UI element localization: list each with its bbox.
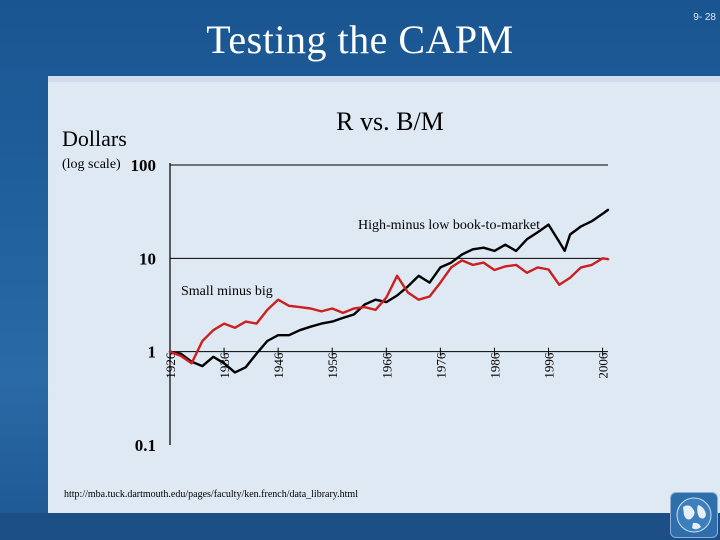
- legend-smb-label: Small minus big: [181, 284, 273, 299]
- y-tick-label: 0.1: [135, 436, 156, 455]
- x-tick-label: 1996: [542, 352, 557, 379]
- y-tick-label: 100: [131, 156, 157, 175]
- y-ticks: 100 10 1 0.1: [131, 156, 157, 455]
- source-url: http://mba.tuck.dartmouth.edu/pages/facu…: [64, 489, 358, 500]
- chart-panel: [48, 76, 720, 513]
- hml-series-line: [168, 208, 610, 374]
- slide-number: 9- 28: [693, 12, 716, 23]
- slide-title: Testing the CAPM: [206, 17, 514, 62]
- smb-series-line: [168, 257, 610, 365]
- gridlines: [170, 164, 608, 259]
- x-tick-label: 1976: [433, 352, 448, 379]
- x-tick-label: 1926: [163, 352, 178, 379]
- y-tick-label: 10: [139, 249, 156, 268]
- y-axis-sublabel: (log scale): [62, 157, 121, 172]
- x-tick-label: 1936: [217, 352, 232, 379]
- x-tick-label: 1956: [325, 352, 340, 379]
- x-tick-label: 2006: [596, 352, 611, 379]
- chart-title: R vs. B/M: [336, 107, 444, 136]
- panel-top-strip: [48, 76, 720, 82]
- axes: [169, 163, 608, 445]
- globe-icon: [670, 492, 718, 538]
- x-tick-label: 1966: [379, 352, 394, 379]
- footer-bar: [0, 513, 720, 540]
- y-axis-label: Dollars: [62, 126, 127, 151]
- series-lines: [168, 208, 610, 374]
- x-ticks: 1926 1936 1946 1956 1966 1976 1986 1996 2006: [163, 347, 611, 379]
- legend-hml-label: High-minus low book-to-market: [358, 218, 540, 233]
- y-tick-label: 1: [148, 343, 157, 362]
- x-tick-label: 1986: [487, 352, 502, 379]
- x-tick-label: 1946: [271, 352, 286, 379]
